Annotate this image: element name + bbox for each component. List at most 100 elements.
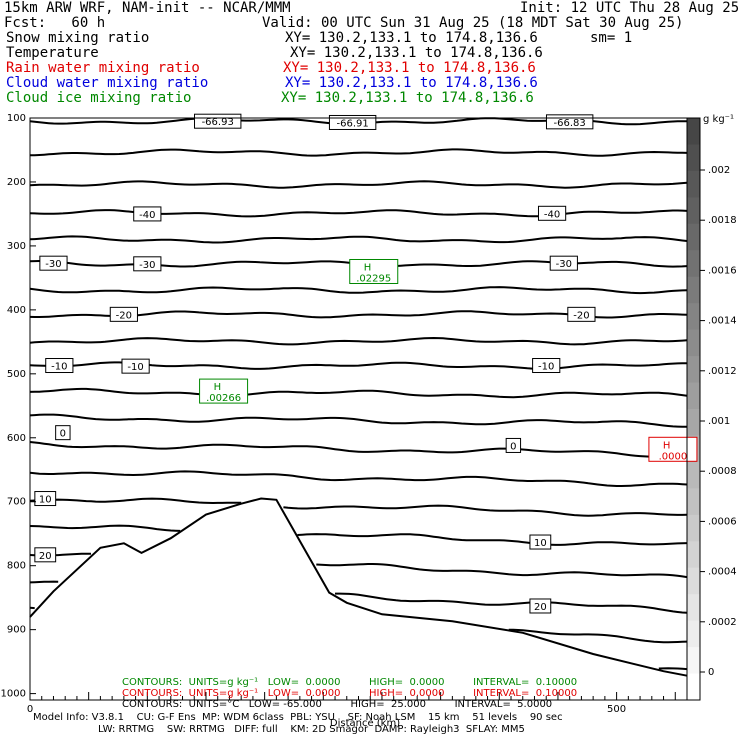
isotherm-line xyxy=(658,667,688,671)
isotherm-label: -40 xyxy=(139,210,155,221)
maximum-value: .00266 xyxy=(206,393,241,404)
colorbar-segment xyxy=(687,303,700,331)
isotherm-label: -30 xyxy=(45,259,61,270)
isotherm-label-box xyxy=(45,358,74,374)
colorbar-segment xyxy=(687,409,700,436)
contour-info-cloud-ice: CONTOURS: UNITS=g kg⁻¹ LOW= 0.0000 HIGH=… xyxy=(122,677,578,688)
colorbar-segment xyxy=(687,488,700,516)
model-title: 15km ARW WRF, NAM-init -- NCAR/MMM xyxy=(4,0,291,16)
maximum-letter: H xyxy=(364,262,372,273)
isotherm-label-box xyxy=(39,255,68,271)
isotherm-line xyxy=(29,497,688,517)
colorbar-segment xyxy=(687,673,700,701)
isotherm-label: 0 xyxy=(60,429,66,440)
maximum-value: .0000 xyxy=(659,451,688,462)
maximum-letter: H xyxy=(214,382,222,393)
x-tick-label: 0 xyxy=(27,704,33,715)
colorbar-segment xyxy=(687,594,700,622)
isotherm-label: 10 xyxy=(534,538,547,549)
isotherm-label: 0 xyxy=(510,441,516,452)
isotherm-line xyxy=(29,441,688,458)
contour-info-temperature: CONTOURS: UNITS=°C LOW= -65.000 HIGH= 25… xyxy=(122,699,553,710)
colorbar-label: .0008 xyxy=(708,466,737,477)
isotherm-label: -66.91 xyxy=(337,118,369,129)
isotherm-label-box xyxy=(567,306,596,322)
colorbar-segment xyxy=(687,620,700,648)
model-info-line1: Model Info: V3.8.1 CU: G-F Ens MP: WDM 6… xyxy=(33,712,563,723)
isotherm-label: -66.83 xyxy=(554,118,586,129)
isotherm-label: -40 xyxy=(544,209,560,220)
colorbar-segment xyxy=(687,197,700,225)
y-tick-label: 400 xyxy=(7,305,26,316)
field-xy-cloud-ice: XY= 130.2,133.1 to 174.8,136.6 xyxy=(281,90,534,106)
y-tick-label: 600 xyxy=(7,433,26,444)
colorbar-segment xyxy=(687,541,700,569)
colorbar-unit: g kg⁻¹ xyxy=(703,114,734,125)
isotherm-line xyxy=(29,286,688,295)
init-time: Init: 12 UTC Thu 28 Aug 25 xyxy=(520,0,740,16)
terrain-line xyxy=(29,497,688,677)
isotherm-label: -30 xyxy=(556,259,572,270)
isotherm-line xyxy=(29,387,688,399)
isotherm-label-box xyxy=(34,491,57,507)
colorbar-segment xyxy=(687,223,700,251)
y-tick-label: 300 xyxy=(7,241,26,252)
isotherm-line xyxy=(29,413,687,428)
colorbar-label: .0004 xyxy=(708,567,737,578)
maximum-marker-box xyxy=(648,436,698,462)
isotherm-label: -10 xyxy=(127,362,143,373)
y-tick-label: 700 xyxy=(7,497,26,508)
contour-info-rain: CONTOURS: UNITS=g kg⁻¹ LOW= 0.0000 HIGH=… xyxy=(122,688,578,699)
isotherm-label-box xyxy=(529,534,552,550)
colorbar-segment xyxy=(687,170,700,198)
isotherm-line xyxy=(29,180,688,189)
isotherm-label-box xyxy=(133,206,162,222)
model-info-line2: LW: RRTMG SW: RRTMG DIFF: full KM: 2D Sm… xyxy=(98,724,525,735)
isotherm-label-box xyxy=(505,437,522,453)
colorbar-segment xyxy=(687,567,700,595)
field-name-rain: Rain water mixing ratio xyxy=(6,60,200,76)
field-xy-cloud-water: XY= 130.2,133.1 to 174.8,136.6 xyxy=(285,75,538,91)
colorbar-segment xyxy=(687,356,700,384)
colorbar-segment xyxy=(687,514,700,542)
isotherm-label: -30 xyxy=(139,260,155,271)
maximum-value: .02295 xyxy=(356,273,391,284)
isotherm-label: -10 xyxy=(51,362,67,373)
y-tick-label: 100 xyxy=(7,113,26,124)
y-tick-label: 800 xyxy=(7,561,26,572)
isotherm-label: 20 xyxy=(534,602,547,613)
valid-time: Valid: 00 UTC Sun 31 Aug 25 (18 MDT Sat … xyxy=(262,15,684,31)
colorbar-segment xyxy=(687,329,700,357)
isotherm-line xyxy=(29,524,688,546)
colorbar-label: .002 xyxy=(708,165,730,176)
colorbar-label: .0006 xyxy=(708,516,737,527)
field-name-temperature: Temperature xyxy=(6,45,99,61)
x-tick-label: 500 xyxy=(607,704,626,715)
field-name-snow: Snow mixing ratio xyxy=(6,30,150,46)
colorbar-segment xyxy=(687,250,700,278)
isotherm-line xyxy=(29,552,688,579)
maximum-letter: H xyxy=(663,440,671,451)
colorbar-segment xyxy=(687,382,700,410)
isotherm-line xyxy=(29,235,688,244)
smoothing-label: sm= 1 xyxy=(590,30,633,46)
colorbar-segment xyxy=(687,144,700,172)
colorbar-label: .0016 xyxy=(708,265,737,276)
isotherm-label-box xyxy=(34,547,57,563)
isotherm-line xyxy=(29,336,688,346)
isotherm-label-box xyxy=(549,255,578,271)
isotherm-line xyxy=(29,580,688,614)
isotherm-label: 10 xyxy=(39,495,52,506)
isotherm-line xyxy=(29,606,688,644)
isotherm-label: -20 xyxy=(116,310,132,321)
colorbar-label: 0 xyxy=(708,667,714,678)
forecast-hour: Fcst: 60 h xyxy=(4,15,106,31)
colorbar-label: .001 xyxy=(708,416,730,427)
field-xy-snow: XY= 130.2,133.1 to 174.8,136.6 xyxy=(285,30,538,46)
y-tick-label: 200 xyxy=(7,177,26,188)
isotherm-line xyxy=(29,148,688,157)
maximum-marker-box xyxy=(349,258,399,284)
field-name-cloud-ice: Cloud ice mixing ratio xyxy=(6,90,192,106)
